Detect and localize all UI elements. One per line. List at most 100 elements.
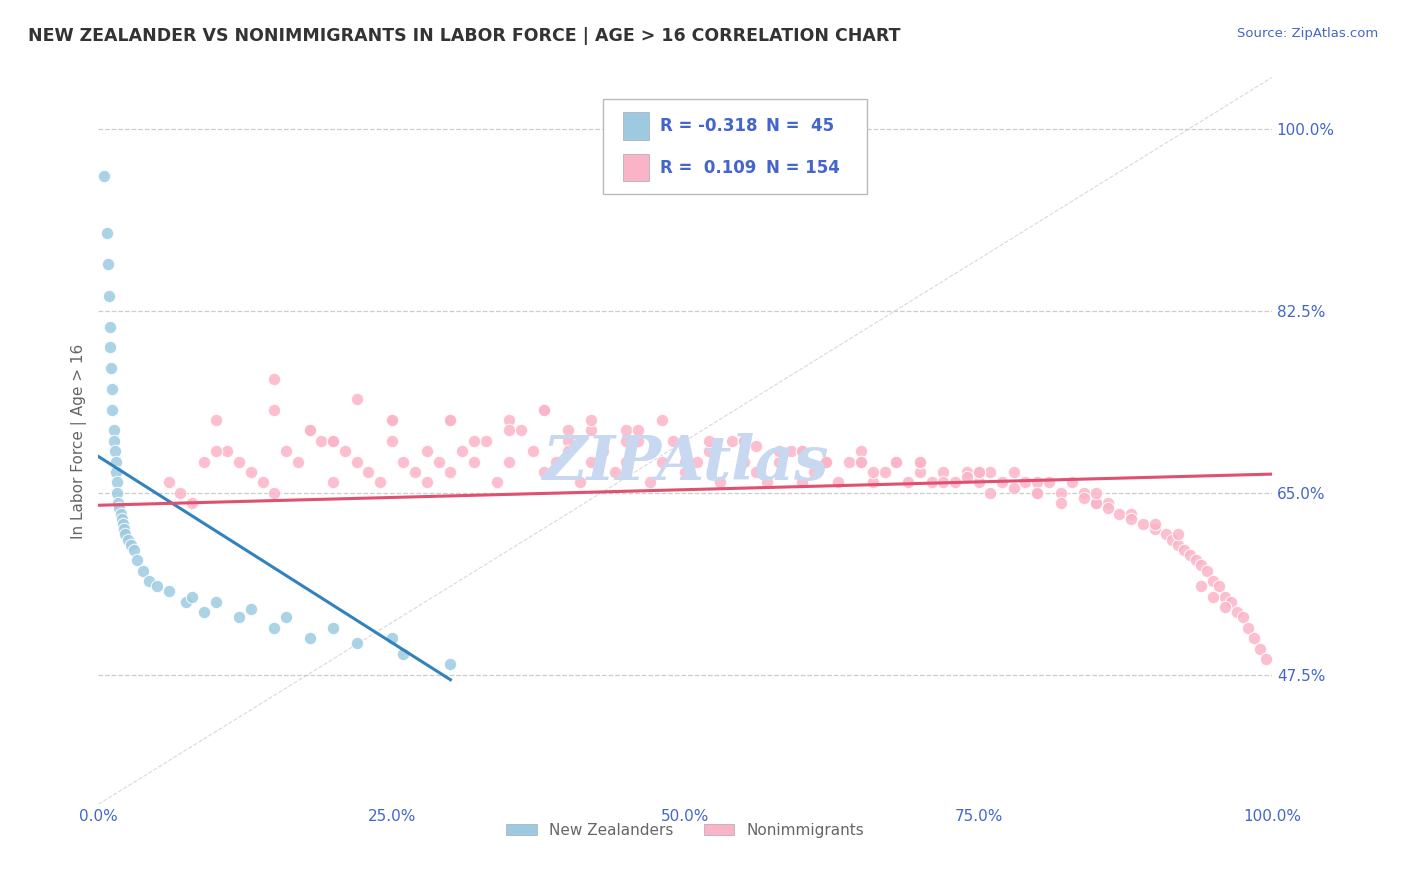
Point [827, 475, 849, 490]
Point [368, 475, 391, 490]
Point [1208, 579, 1230, 593]
Point [357, 465, 380, 479]
Point [544, 455, 567, 469]
Point [603, 465, 626, 479]
Text: R = -0.318: R = -0.318 [661, 117, 758, 135]
Point [105, 485, 128, 500]
Point [932, 475, 955, 490]
Point [228, 610, 250, 624]
Point [967, 465, 990, 479]
Point [193, 605, 215, 619]
Point [1184, 553, 1206, 567]
Point [792, 444, 814, 458]
Point [439, 413, 461, 427]
Point [697, 434, 720, 448]
Point [346, 392, 368, 407]
Point [416, 475, 439, 490]
Point [686, 455, 709, 469]
Point [673, 444, 696, 458]
Point [581, 424, 603, 438]
Point [451, 444, 474, 458]
Point [1243, 631, 1265, 645]
Point [1232, 610, 1254, 624]
Legend: New Zealanders, Nonimmigrants: New Zealanders, Nonimmigrants [501, 817, 870, 844]
Point [709, 475, 731, 490]
Point [756, 475, 779, 490]
Point [979, 485, 1001, 500]
Point [908, 465, 931, 479]
Point [616, 424, 638, 438]
Point [108, 501, 131, 516]
Point [1108, 507, 1130, 521]
Point [1254, 652, 1277, 666]
Point [792, 444, 814, 458]
Point [886, 455, 908, 469]
Point [1002, 481, 1025, 495]
Point [557, 434, 579, 448]
Point [111, 516, 134, 531]
Point [1026, 485, 1049, 500]
FancyBboxPatch shape [623, 153, 648, 181]
Point [1213, 600, 1236, 615]
Point [921, 475, 943, 490]
Point [1219, 595, 1241, 609]
Point [98, 340, 121, 354]
Point [733, 434, 755, 448]
FancyBboxPatch shape [623, 112, 648, 139]
Point [581, 413, 603, 427]
Point [498, 455, 520, 469]
Point [779, 444, 801, 458]
Point [533, 402, 555, 417]
Point [204, 595, 226, 609]
Point [103, 424, 125, 438]
Point [897, 475, 920, 490]
Point [228, 455, 250, 469]
Point [117, 533, 139, 547]
Point [101, 382, 124, 396]
Point [991, 475, 1014, 490]
Point [1038, 475, 1060, 490]
Point [1073, 485, 1095, 500]
Point [263, 402, 285, 417]
Point [157, 584, 180, 599]
Point [263, 485, 285, 500]
Point [381, 413, 404, 427]
Point [322, 621, 344, 635]
Point [114, 527, 136, 541]
Point [814, 455, 837, 469]
Point [638, 475, 661, 490]
Point [943, 475, 966, 490]
Point [803, 465, 825, 479]
Point [627, 434, 650, 448]
Point [651, 455, 673, 469]
Point [733, 434, 755, 448]
Point [204, 444, 226, 458]
Point [157, 475, 180, 490]
Point [616, 455, 638, 469]
Point [498, 413, 520, 427]
Point [733, 455, 755, 469]
Point [721, 434, 744, 448]
Point [744, 465, 766, 479]
Point [533, 402, 555, 417]
Point [1119, 507, 1142, 521]
Point [627, 424, 650, 438]
Point [967, 475, 990, 490]
Point [1049, 496, 1071, 510]
Point [104, 465, 127, 479]
Point [849, 455, 872, 469]
Point [96, 226, 118, 240]
Point [101, 402, 124, 417]
Point [486, 475, 509, 490]
Point [100, 361, 122, 376]
Point [263, 371, 285, 385]
Point [1073, 491, 1095, 505]
Point [463, 455, 485, 469]
Point [98, 319, 121, 334]
Point [673, 455, 696, 469]
Point [1249, 641, 1271, 656]
Point [392, 647, 415, 661]
Point [744, 439, 766, 453]
Point [1202, 590, 1225, 604]
Point [104, 455, 127, 469]
